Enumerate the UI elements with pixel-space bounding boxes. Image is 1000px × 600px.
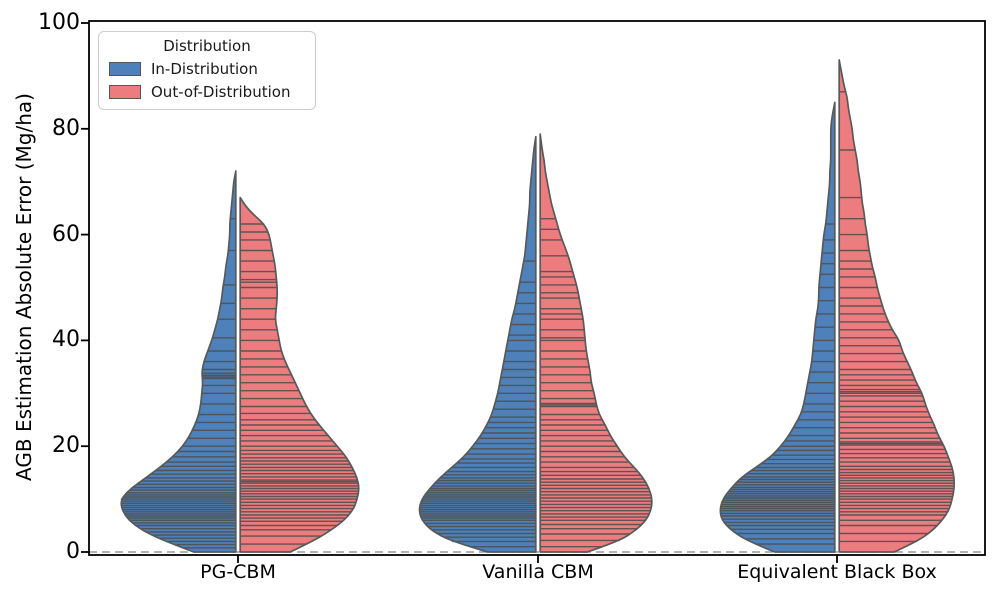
violin-vanilla-cbm-in-distribution-sticks — [418, 260, 536, 548]
legend-title: Distribution — [163, 37, 251, 55]
legend-label: In-Distribution — [151, 60, 258, 78]
legend-item-out-of-distribution: Out-of-Distribution — [109, 83, 305, 101]
violin-equivalent-black-box-in-distribution-outline — [719, 101, 836, 553]
violin-equivalent-black-box-out-of-distribution-sticks — [839, 91, 955, 543]
legend-swatch-out-of-distribution — [109, 85, 141, 99]
axes-box — [88, 20, 986, 556]
violin-vanilla-cbm — [418, 133, 653, 553]
violin-pg-cbm-in-distribution-outline — [120, 170, 237, 553]
violin-pg-cbm-out-of-distribution-shape — [240, 197, 359, 552]
violin-vanilla-cbm-out-of-distribution-sticks — [540, 217, 652, 548]
violin-vanilla-cbm-out-of-distribution-shape — [540, 134, 652, 552]
legend-item-in-distribution: In-Distribution — [109, 60, 305, 78]
y-tick-label-100: 100 — [38, 10, 80, 35]
y-tick-label-20: 20 — [52, 433, 80, 459]
violin-pg-cbm — [120, 170, 360, 553]
x-tick-label-vanilla-cbm: Vanilla CBM — [482, 561, 594, 583]
x-tick-label-equivalent-black-box: Equivalent Black Box — [737, 561, 937, 583]
y-tick-label-80: 80 — [52, 115, 80, 141]
legend: Distribution In-Distribution Out-of-Distr… — [98, 31, 316, 110]
violin-pg-cbm-out-of-distribution-sticks — [240, 223, 360, 545]
violin-vanilla-cbm-in-distribution-shape — [419, 136, 536, 552]
violin-equivalent-black-box-in-distribution-shape — [720, 102, 835, 553]
violin-pg-cbm-in-distribution-sticks — [120, 217, 236, 549]
violin-pg-cbm-out-of-distribution-outline — [239, 196, 360, 553]
violin-equivalent-black-box — [719, 59, 956, 553]
y-axis-label: AGB Estimation Absolute Error (Mg/ha) — [12, 93, 36, 481]
y-tick-label-60: 60 — [52, 221, 80, 247]
violin-equivalent-black-box-in-distribution-sticks — [720, 223, 835, 545]
violin-equivalent-black-box-out-of-distribution-shape — [839, 60, 955, 552]
violin-equivalent-black-box-out-of-distribution-outline — [838, 59, 956, 553]
y-tick-label-0: 0 — [66, 539, 80, 564]
legend-items: In-Distribution Out-of-Distribution — [109, 60, 305, 101]
x-tick-label-pg-cbm: PG-CBM — [200, 561, 276, 583]
violin-vanilla-cbm-in-distribution-outline — [418, 135, 537, 553]
violin-vanilla-cbm-out-of-distribution-outline — [539, 133, 653, 553]
legend-label: Out-of-Distribution — [151, 83, 291, 101]
legend-swatch-in-distribution — [109, 62, 141, 76]
y-tick-label-40: 40 — [52, 327, 80, 353]
